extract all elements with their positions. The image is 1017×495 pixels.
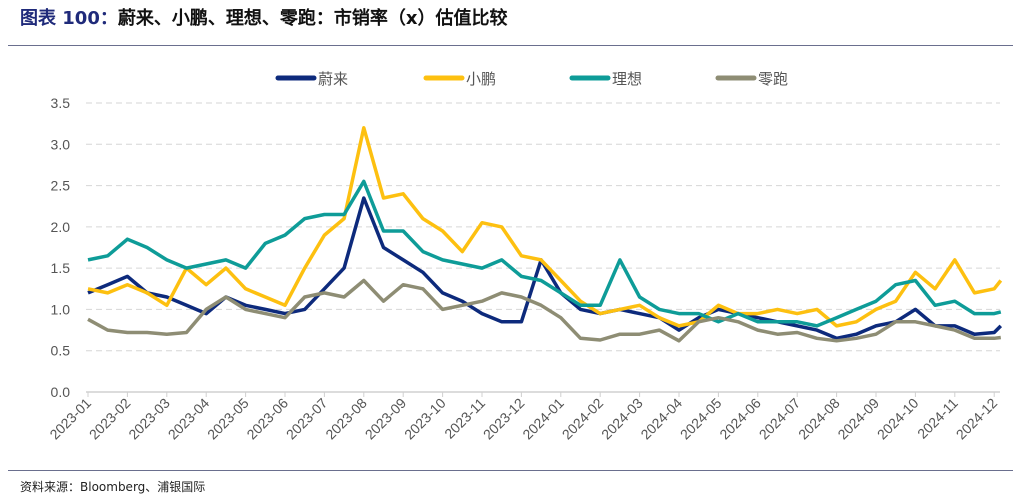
series-line-4: [87, 278, 1002, 343]
bottom-divider: [8, 470, 1013, 471]
y-tick-label: 3.0: [51, 136, 71, 152]
x-tick-label: 2023-08: [322, 395, 370, 443]
y-tick-label: 1.0: [51, 301, 71, 317]
y-tick-label: 1.5: [51, 260, 71, 276]
y-tick-label: 3.5: [51, 95, 71, 111]
chart-title: 图表 100：蔚来、小鹏、理想、零跑：市销率（x）估值比较: [20, 4, 507, 30]
x-tick-label: 2023-02: [86, 395, 134, 443]
figure-number: 图表 100：: [20, 8, 118, 29]
y-tick-label: 2.0: [51, 219, 71, 235]
x-tick-label: 2023-10: [401, 395, 449, 443]
x-tick-label: 2024-01: [519, 395, 567, 443]
x-tick-label: 2023-12: [480, 395, 528, 443]
x-tick-label: 2023-03: [125, 395, 173, 443]
x-tick-label: 2024-06: [716, 395, 764, 443]
legend-label: 小鹏: [466, 70, 496, 88]
y-tick-label: 2.5: [51, 178, 71, 194]
x-tick-label: 2024-05: [677, 395, 725, 443]
x-tick-label: 2024-02: [559, 395, 607, 443]
x-tick-label: 2024-04: [637, 395, 685, 443]
series-line-2: [87, 126, 1003, 328]
top-divider: [8, 45, 1013, 46]
x-tick-label: 2023-11: [441, 395, 488, 442]
x-tick-label: 2023-05: [204, 395, 252, 443]
line-chart: 0.00.51.01.52.02.53.03.52023-012023-0220…: [46, 70, 1003, 443]
y-tick-label: 0.5: [51, 343, 71, 359]
x-tick-label: 2024-10: [874, 395, 922, 443]
legend-label: 理想: [612, 70, 642, 88]
figure-title: 蔚来、小鹏、理想、零跑：市销率（x）估值比较: [117, 8, 508, 29]
x-tick-label: 2023-06: [243, 395, 291, 443]
x-tick-label: 2023-07: [283, 395, 331, 443]
x-tick-label: 2024-11: [914, 395, 961, 442]
series-line-1: [87, 196, 1003, 341]
series-line-3: [87, 179, 1002, 328]
x-tick-label: 2024-07: [756, 395, 804, 443]
x-tick-label: 2024-09: [834, 395, 882, 443]
source-note: 资料来源：Bloomberg、浦银国际: [20, 480, 206, 494]
x-tick-label: 2024-03: [598, 395, 646, 443]
legend-label: 蔚来: [318, 70, 348, 88]
x-tick-label: 2023-04: [165, 395, 213, 443]
y-tick-label: 0.0: [51, 384, 71, 400]
legend-label: 零跑: [758, 70, 788, 88]
x-tick-label: 2023-09: [362, 395, 410, 443]
x-tick-label: 2024-08: [795, 395, 843, 443]
x-tick-label: 2023-01: [46, 395, 94, 443]
x-tick-label: 2024-12: [953, 395, 1001, 443]
